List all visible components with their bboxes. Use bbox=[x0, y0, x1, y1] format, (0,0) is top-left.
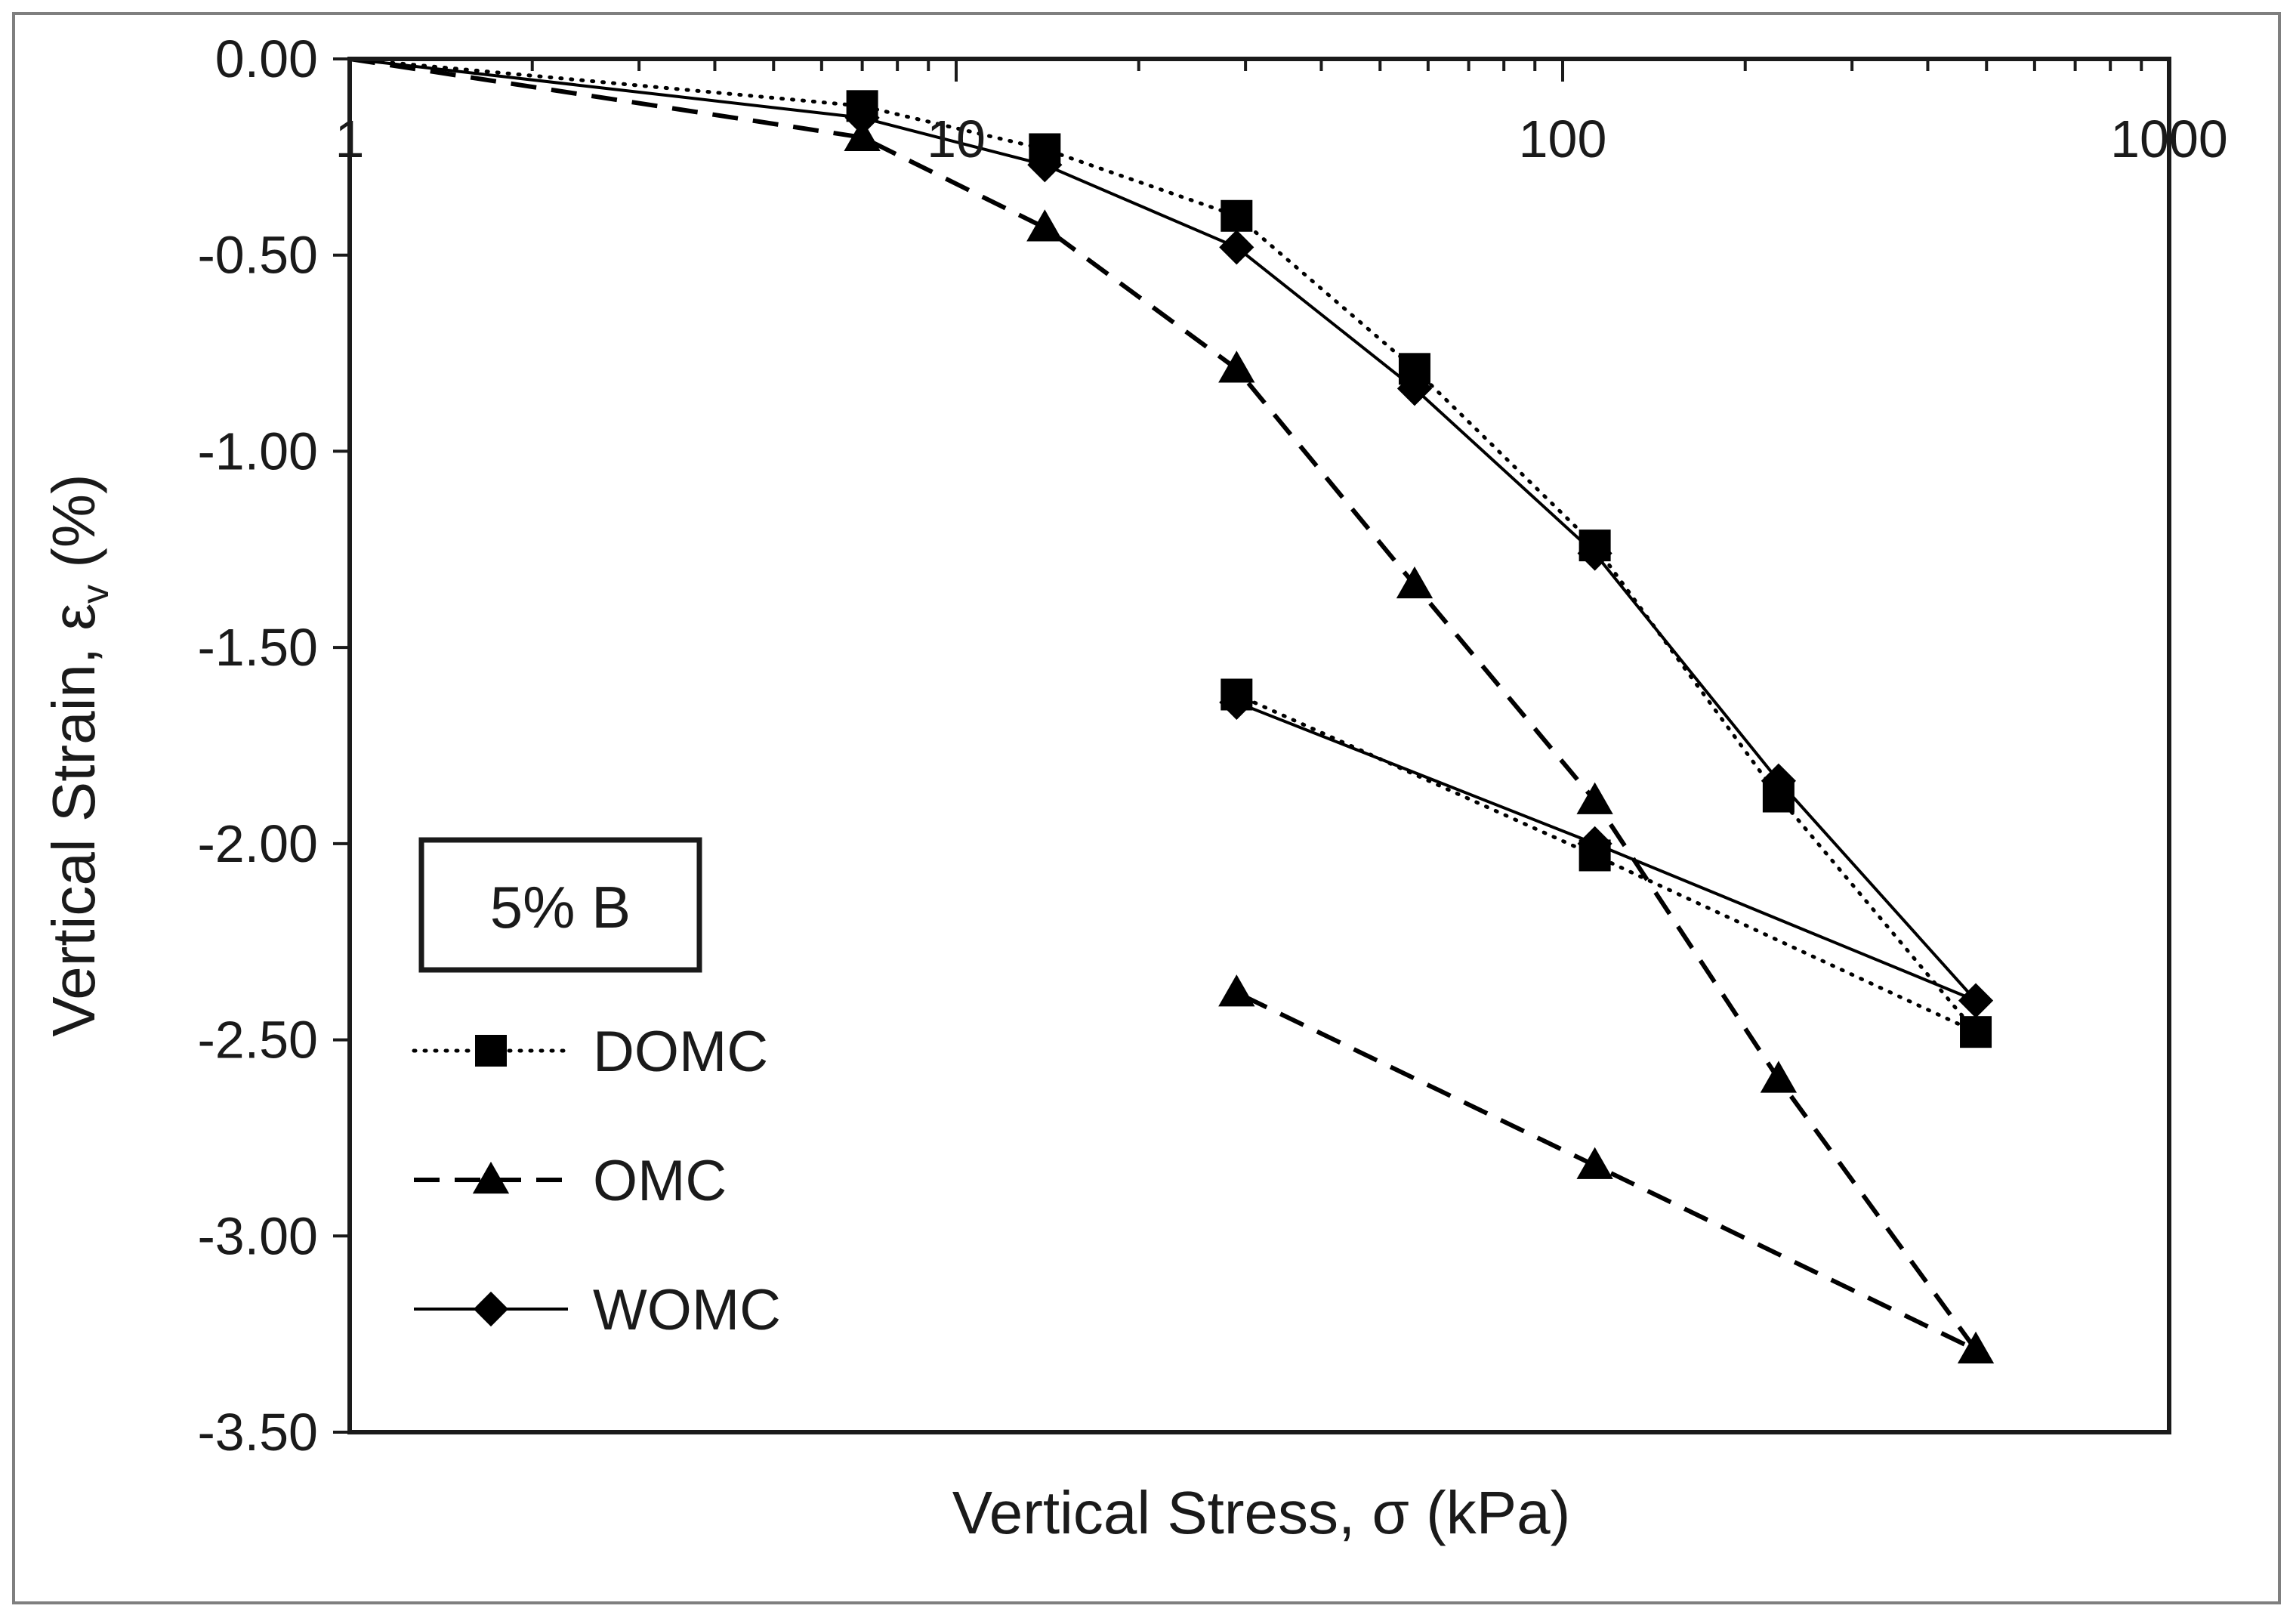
y-tick-label: -0.50 bbox=[197, 226, 318, 285]
data-point-womc bbox=[1958, 983, 1994, 1018]
axes-layer bbox=[333, 57, 2171, 1434]
data-point-domc bbox=[1221, 199, 1253, 232]
data-point-omc bbox=[1957, 1331, 1995, 1364]
x-tick-label: 10 bbox=[927, 110, 986, 168]
legend-item-omc: OMC bbox=[414, 1149, 727, 1213]
data-point-omc bbox=[1576, 1147, 1613, 1179]
y-tick-label: -1.00 bbox=[197, 421, 318, 480]
data-point-womc bbox=[1396, 371, 1433, 406]
series-line-omc bbox=[349, 57, 1979, 1352]
data-point-womc bbox=[844, 100, 880, 136]
data-point-womc bbox=[1027, 147, 1063, 183]
series-womc bbox=[349, 57, 1994, 1018]
y-axis-title-suffix: (%) bbox=[40, 474, 107, 585]
annotation-border bbox=[418, 837, 702, 973]
data-point-womc bbox=[1577, 536, 1612, 571]
data-point-omc bbox=[1576, 782, 1613, 814]
chart-frame bbox=[12, 12, 2281, 1604]
legend-label-domc: DOMC bbox=[593, 1020, 768, 1084]
data-point-womc bbox=[1219, 230, 1254, 265]
data-point-omc bbox=[1026, 209, 1063, 242]
legend: DOMC OMC WOMC bbox=[412, 1020, 781, 1342]
legend-marker-omc bbox=[472, 1161, 510, 1194]
y-tick-label: -2.00 bbox=[197, 814, 318, 873]
y-tick-label: -1.50 bbox=[197, 618, 318, 677]
y-tick-label: 0.00 bbox=[215, 29, 318, 88]
series-line-domc bbox=[347, 57, 1978, 1034]
legend-item-domc: DOMC bbox=[412, 1020, 768, 1084]
data-point-womc bbox=[1761, 763, 1796, 798]
x-tick-label: 1 bbox=[335, 110, 365, 168]
legend-marker-domc bbox=[475, 1035, 507, 1067]
data-point-omc bbox=[1218, 350, 1255, 383]
data-point-omc bbox=[1760, 1061, 1798, 1093]
y-tick-label: -2.50 bbox=[197, 1011, 318, 1070]
legend-marker-womc bbox=[473, 1291, 509, 1327]
data-point-womc bbox=[1219, 684, 1254, 720]
series-layer bbox=[347, 57, 1995, 1364]
data-point-omc bbox=[1396, 566, 1433, 599]
legend-label-omc: OMC bbox=[593, 1149, 727, 1213]
series-omc bbox=[349, 57, 1995, 1364]
legend-item-womc: WOMC bbox=[414, 1278, 781, 1342]
x-tick-label: 1000 bbox=[2110, 110, 2228, 168]
x-tick-label: 100 bbox=[1519, 110, 1607, 168]
data-point-omc bbox=[1218, 974, 1255, 1007]
y-axis-title-subscript: v bbox=[74, 585, 116, 604]
legend-label-womc: WOMC bbox=[593, 1278, 781, 1342]
y-tick-label: -3.50 bbox=[197, 1403, 318, 1462]
y-tick-label: -3.00 bbox=[197, 1206, 318, 1265]
data-point-womc bbox=[1577, 826, 1612, 861]
y-axis-title-main: Vertical Strain, ε bbox=[40, 604, 107, 1037]
tick-labels: 1 10 100 1000 0.00 -0.50 -1.00 -1.50 -2.00 -2.50 -… bbox=[197, 29, 2227, 1462]
annotation-text: 5% B bbox=[490, 874, 631, 940]
data-point-domc bbox=[1960, 1016, 1992, 1048]
y-axis-title: Vertical Strain, εv (%) bbox=[40, 474, 116, 1036]
plot-area-border bbox=[347, 57, 2171, 1434]
series-line-womc bbox=[349, 57, 1978, 1002]
annotation-box: 5% B bbox=[418, 837, 702, 973]
x-axis-title: Vertical Stress, σ (kPa) bbox=[952, 1479, 1570, 1546]
